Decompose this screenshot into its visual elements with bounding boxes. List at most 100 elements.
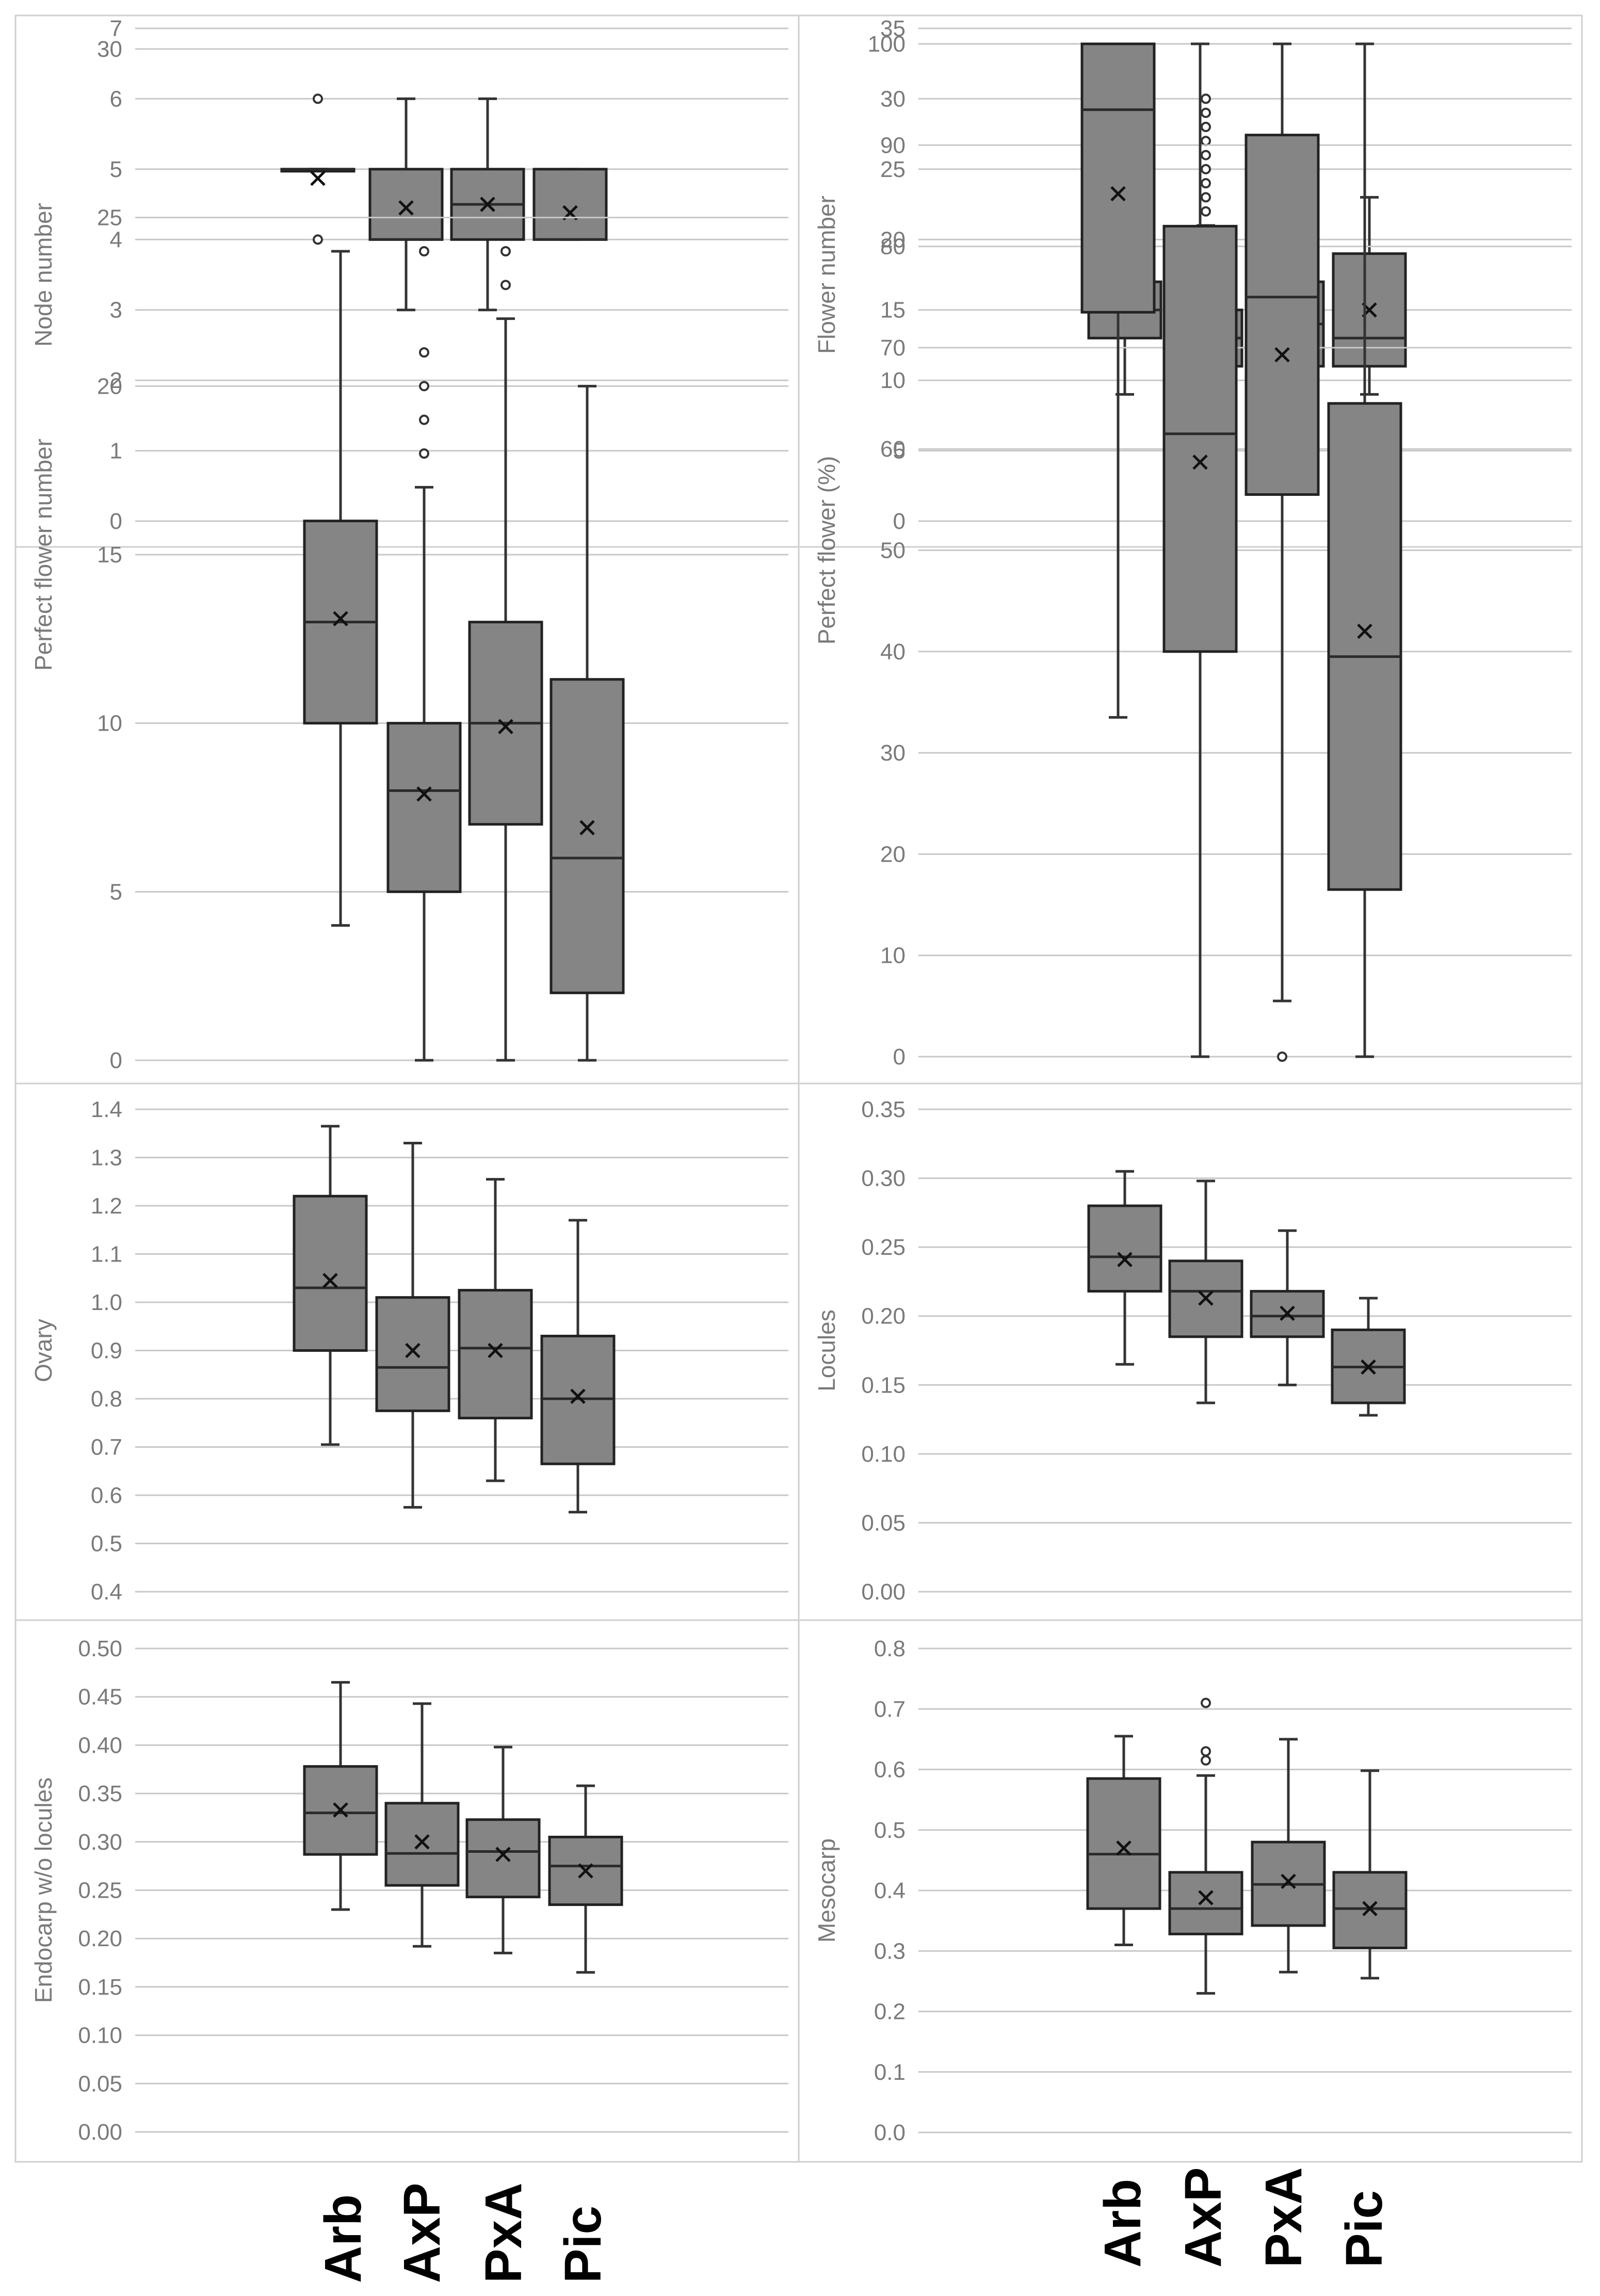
y-tick-label: 0.25 [78, 1878, 122, 1903]
y-tick-label: 0.7 [874, 1696, 906, 1722]
mean-marker [322, 1273, 338, 1288]
outlier-point [1201, 206, 1211, 217]
box-pic [548, 1784, 623, 1974]
y-tick-label: 10 [97, 711, 122, 736]
mean-marker [398, 200, 414, 216]
y-tick-label: 5 [893, 439, 906, 464]
y-tick-label: 0.15 [78, 1975, 122, 2000]
y-tick-label: 0.6 [91, 1483, 122, 1508]
box-pxa [450, 97, 525, 312]
panel-endocarp-w-o-locules: 0.00 0.05 0.10 0.15 0.20 0.25 0.30 0.35 0.40 0.45… [14, 1619, 800, 2163]
iqr-box [293, 1194, 368, 1352]
iqr-box [465, 1818, 541, 1899]
iqr-box [1086, 1777, 1161, 1910]
outlier-point [500, 246, 511, 256]
box-pic [1327, 42, 1402, 1058]
mean-marker [488, 1343, 503, 1359]
box-pic [1331, 1297, 1406, 1417]
outlier-point [419, 381, 429, 392]
y-tick-label: 3 [110, 298, 122, 323]
y-tick-label: 80 [880, 234, 906, 260]
y-axis-label: Perfect flower number [30, 439, 57, 671]
iqr-box [386, 722, 462, 893]
box-pxa [458, 1178, 533, 1482]
y-tick-label: 1.0 [91, 1290, 122, 1315]
category-label-pic-right: Pic [1335, 2190, 1393, 2268]
y-tick-label: 20 [880, 842, 906, 867]
outlier-point [419, 347, 429, 358]
mean-marker [1192, 454, 1208, 470]
y-tick-label: 0.20 [78, 1926, 122, 1951]
mean-marker [498, 719, 513, 734]
y-tick-label: 100 [868, 31, 906, 57]
y-tick-label: 10 [880, 368, 906, 393]
box-pic [550, 384, 625, 1062]
panel-node-number: 0 1 2 3 4 5 6 7 Node number [14, 14, 800, 548]
mean-marker [416, 786, 432, 802]
y-tick-label: 0.10 [78, 2023, 122, 2048]
mean-marker [1198, 1890, 1214, 1905]
box-arb [293, 1125, 368, 1446]
outlier-point [1201, 164, 1211, 174]
outlier-point [419, 246, 429, 256]
y-axis-label: Endocarp w/o locules [30, 1777, 57, 2003]
y-axis-label: Flower number [813, 196, 840, 354]
mean-marker [480, 197, 495, 212]
y-tick-label: 35 [880, 16, 906, 41]
y-tick-label: 0.7 [91, 1435, 122, 1460]
mean-marker [1198, 1290, 1214, 1306]
iqr-box [550, 678, 625, 994]
y-tick-label: 30 [880, 86, 906, 111]
iqr-box [375, 1296, 450, 1412]
mean-marker [1117, 1252, 1133, 1267]
box-axp [1168, 1179, 1243, 1404]
mean-marker [333, 611, 348, 626]
y-tick-label: 1.3 [91, 1145, 122, 1171]
mean-marker [495, 1847, 511, 1862]
iqr-box [384, 1802, 460, 1887]
y-tick-label: 4 [110, 227, 122, 252]
mean-marker [1281, 1873, 1296, 1889]
mean-marker [333, 1802, 348, 1818]
y-tick-label: 0.3 [874, 1938, 906, 1964]
y-tick-label: 0.50 [78, 1636, 122, 1661]
y-tick-label: 0.2 [874, 1999, 906, 2025]
panel-frame [798, 1082, 1583, 1621]
outlier-point [313, 234, 323, 245]
outlier-point [313, 93, 323, 104]
y-tick-label: 0.40 [78, 1733, 122, 1758]
y-tick-label: 0.8 [91, 1386, 122, 1412]
box-arb [1087, 1170, 1162, 1366]
y-tick-label: 0 [893, 509, 906, 534]
y-tick-label: 15 [97, 542, 122, 568]
y-tick-label: 1.2 [91, 1193, 122, 1219]
category-label-pxa-right: PxA [1255, 2167, 1313, 2268]
y-tick-label: 5 [110, 879, 122, 904]
panel-locules: 0.00 0.05 0.10 0.15 0.20 0.25 0.30 0.35 Locules [798, 1082, 1583, 1621]
box-arb [280, 93, 355, 245]
y-tick-label: 0.4 [874, 1878, 906, 1903]
y-axis-label: Locules [813, 1309, 840, 1392]
box-axp [384, 1702, 460, 1948]
outlier-point [1201, 150, 1211, 160]
y-tick-label: 25 [880, 157, 906, 182]
outlier-point [1201, 136, 1211, 147]
category-labels-left: Arb AxP PxA Pic [314, 2182, 612, 2283]
y-tick-label: 2 [110, 368, 122, 393]
box-pxa [465, 1745, 541, 1954]
outlier-point [1277, 1052, 1287, 1062]
y-tick-label: 0.00 [78, 2120, 122, 2145]
y-tick-label: 20 [97, 374, 122, 399]
y-tick-label: 30 [97, 37, 122, 62]
y-tick-label: 5 [110, 157, 122, 182]
y-tick-label: 1.4 [91, 1097, 122, 1122]
y-tick-label: 70 [880, 335, 906, 361]
mean-marker [570, 1388, 586, 1404]
y-tick-label: 30 [880, 740, 906, 766]
box-axp [375, 1141, 450, 1509]
category-label-pxa-left: PxA [475, 2182, 532, 2283]
iqr-box [532, 168, 608, 241]
mean-marker [1280, 1305, 1295, 1321]
iqr-box [1327, 402, 1402, 891]
